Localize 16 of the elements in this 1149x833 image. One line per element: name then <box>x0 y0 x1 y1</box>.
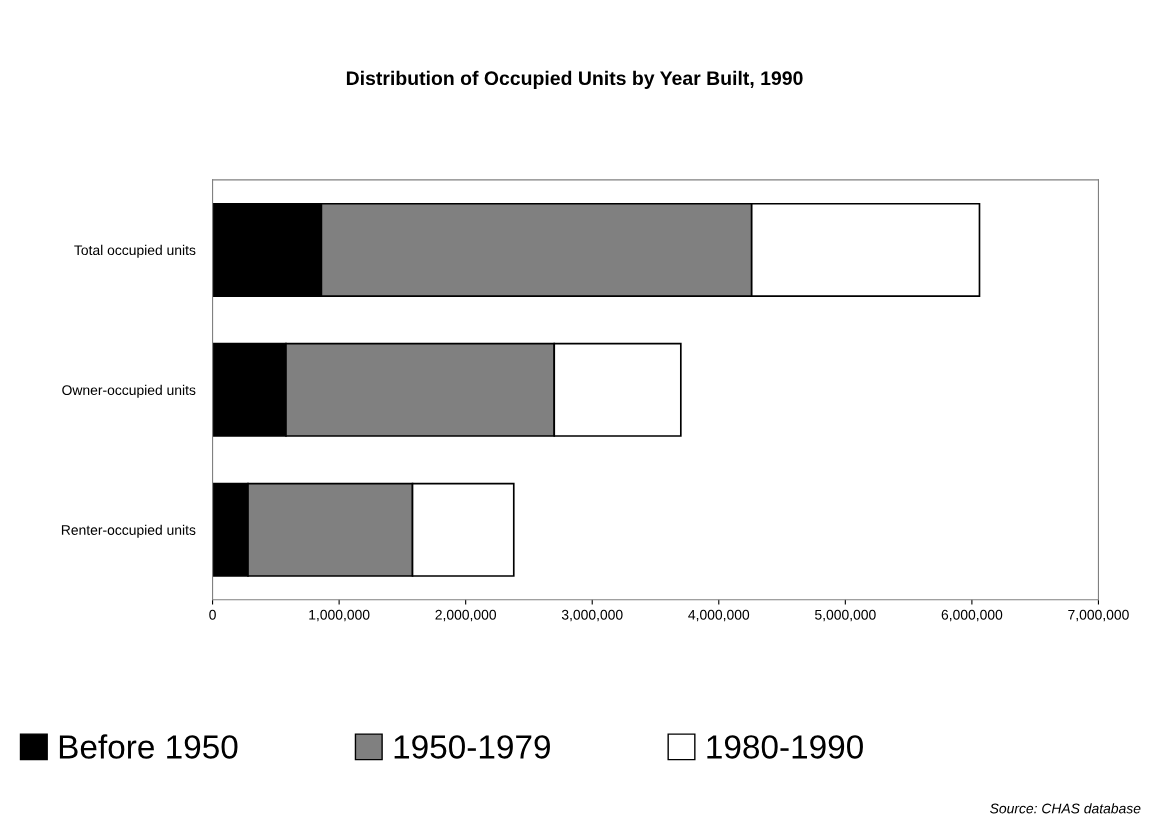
x-tick-label: 2,000,000 <box>435 609 497 622</box>
y-tick-label: Owner-occupied units <box>62 384 196 398</box>
x-tick-label: 5,000,000 <box>815 609 876 622</box>
legend-label: 1980-1990 <box>707 735 863 759</box>
source-note: Source: CHAS database <box>990 803 1141 814</box>
legend-label: 1950-1979 <box>394 735 550 759</box>
legend-label: Before 1950 <box>59 734 238 759</box>
x-tick-label: 4,000,000 <box>688 609 750 622</box>
x-tick-label: 6,000,000 <box>941 609 1003 622</box>
x-tick-label: 7,000,000 <box>1068 609 1129 622</box>
x-tick-label: 0 <box>209 609 216 620</box>
x-tick-label: 3,000,000 <box>561 609 623 622</box>
y-tick-label: Total occupied units <box>74 244 196 258</box>
y-tick-label: Renter-occupied units <box>61 524 196 538</box>
chart-title: Distribution of Occupied Units by Year Built, 1990 <box>346 70 803 89</box>
x-tick-label: 1,000,000 <box>309 609 370 622</box>
